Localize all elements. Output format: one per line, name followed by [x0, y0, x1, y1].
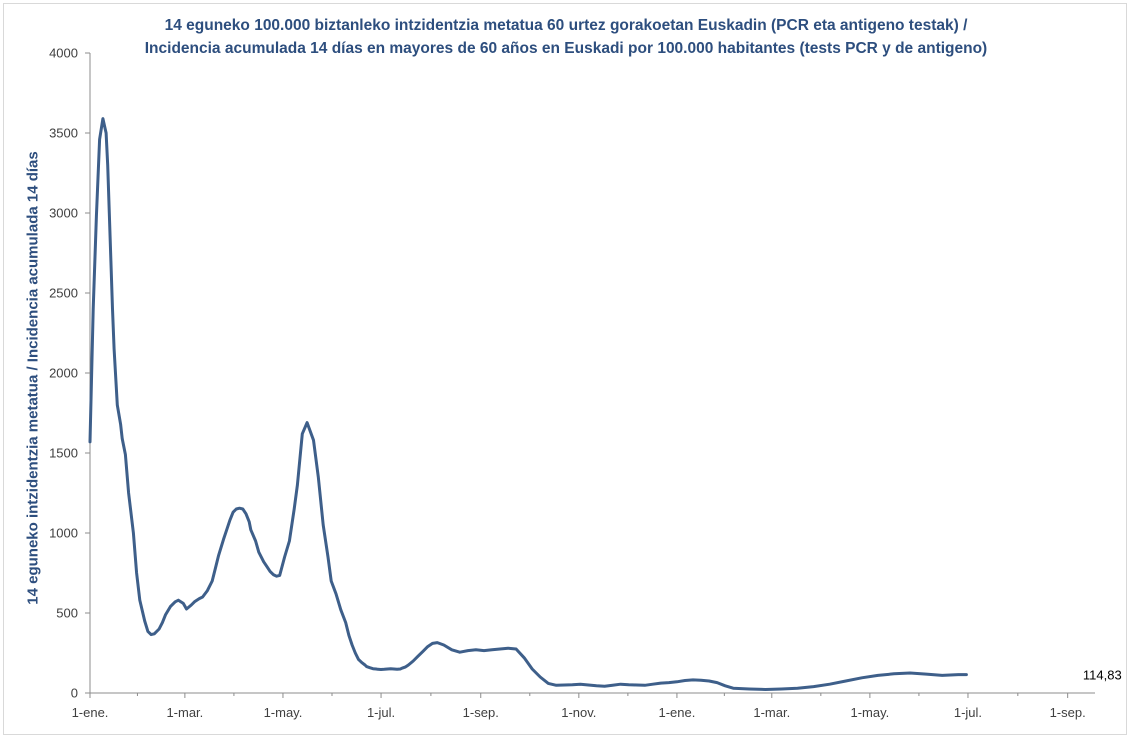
x-tick-label: 1-ene.: [72, 705, 109, 720]
y-tick-label: 1500: [49, 446, 78, 461]
x-tick-label: 1-sep.: [1050, 705, 1086, 720]
x-tick-label: 1-ene.: [658, 705, 695, 720]
y-tick-label: 3500: [49, 126, 78, 141]
axes: [89, 53, 1095, 694]
chart-title-line-2: Incidencia acumulada 14 días en mayores …: [144, 40, 988, 57]
last-value-label: 114,83: [1083, 668, 1122, 683]
x-tick-label: 1-mar.: [166, 705, 203, 720]
y-tick-label: 3000: [49, 206, 78, 221]
chart-frame: [3, 3, 1127, 735]
x-tick-label: 1-may.: [850, 705, 889, 720]
x-axis-ticks: 1-ene. 1-mar. 1-may. 1-jul. 1-sep. 1-nov. 1-en…: [72, 693, 1086, 720]
y-tick-label: 500: [56, 606, 78, 621]
x-tick-label: 1-sep.: [463, 705, 499, 720]
y-tick-label: 4000: [49, 46, 78, 61]
y-tick-label: 1000: [49, 526, 78, 541]
incidence-line: [88, 117, 968, 691]
y-tick-label: 2500: [49, 286, 78, 301]
x-tick-label: 1-jul.: [954, 705, 982, 720]
y-axis-ticks: 0 500 1000 1500 2000 2500 3000 3500 4000: [49, 46, 90, 701]
x-tick-label: 1-mar.: [753, 705, 790, 720]
y-tick-label: 0: [71, 686, 78, 701]
x-tick-label: 1-jul.: [367, 705, 395, 720]
x-tick-label: 1-may.: [264, 705, 303, 720]
y-tick-label: 2000: [49, 366, 78, 381]
chart-title-line-1: 14 eguneko 100.000 biztanleko intzidentz…: [164, 17, 968, 34]
x-tick-label: 1-nov.: [561, 705, 596, 720]
